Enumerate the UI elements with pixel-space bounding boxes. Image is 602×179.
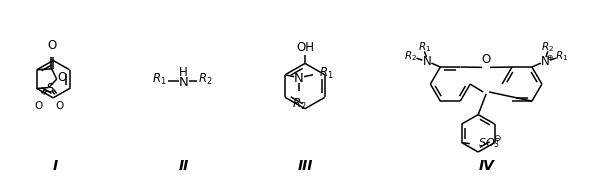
Text: N: N — [423, 55, 432, 68]
Text: OH: OH — [296, 41, 314, 54]
Text: III: III — [297, 159, 312, 173]
Text: $R_2$: $R_2$ — [198, 72, 213, 87]
Text: H: H — [179, 66, 188, 79]
Text: $R_1$: $R_1$ — [418, 40, 431, 54]
Text: O: O — [57, 71, 66, 84]
Text: S: S — [46, 82, 54, 95]
Text: II: II — [178, 159, 188, 173]
Text: $R_1$: $R_1$ — [319, 66, 334, 81]
Text: $R_2$: $R_2$ — [541, 40, 554, 54]
Text: $R_1$: $R_1$ — [152, 72, 167, 87]
Text: I: I — [52, 159, 58, 173]
Text: O: O — [35, 101, 43, 111]
Text: $\oplus$: $\oplus$ — [546, 53, 554, 62]
Text: $R_2$: $R_2$ — [292, 97, 306, 112]
Text: N: N — [541, 55, 549, 68]
Text: $SO_3$: $SO_3$ — [478, 136, 500, 150]
Text: $\ominus$: $\ominus$ — [493, 133, 502, 143]
Text: O: O — [482, 53, 491, 66]
Text: O: O — [55, 101, 64, 111]
Text: IV: IV — [478, 159, 494, 173]
Text: O: O — [47, 39, 57, 52]
Text: $R_1$: $R_1$ — [555, 49, 568, 63]
Text: $R_2$: $R_2$ — [404, 49, 417, 63]
Text: N: N — [294, 72, 304, 85]
Text: N: N — [179, 76, 188, 89]
